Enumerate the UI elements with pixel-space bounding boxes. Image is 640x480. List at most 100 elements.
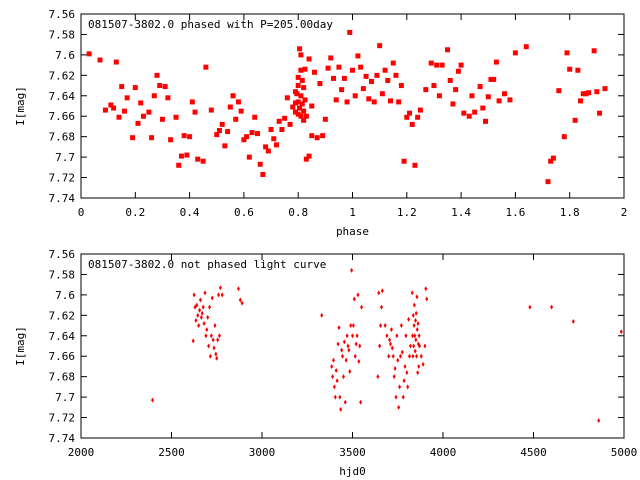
data-point — [455, 68, 461, 74]
data-point — [398, 83, 404, 89]
data-point — [195, 156, 201, 162]
data-point — [205, 327, 209, 333]
data-point — [393, 72, 399, 78]
data-point — [390, 60, 396, 66]
data-point — [211, 337, 215, 343]
x-tick-label: 0.6 — [234, 206, 254, 219]
data-point — [335, 378, 339, 384]
data-point — [116, 114, 122, 120]
data-point — [217, 292, 221, 298]
data-point — [102, 107, 108, 113]
data-point — [548, 158, 554, 164]
data-point — [119, 84, 125, 90]
data-point — [149, 135, 155, 141]
data-point — [240, 300, 244, 306]
data-point — [265, 148, 271, 154]
data-point — [355, 53, 361, 59]
data-point — [200, 158, 206, 164]
x-tick-label: 1.6 — [505, 206, 525, 219]
data-point — [358, 343, 362, 349]
data-point — [200, 310, 204, 316]
data-point — [348, 369, 352, 375]
data-point — [263, 144, 269, 150]
data-point — [352, 93, 358, 99]
data-point — [336, 341, 340, 347]
data-point — [374, 72, 380, 78]
data-point — [602, 86, 608, 92]
data-point — [360, 86, 366, 92]
data-point — [402, 378, 406, 384]
data-point — [202, 321, 206, 327]
data-point — [297, 46, 303, 52]
data-point — [385, 333, 389, 339]
data-point — [215, 355, 219, 361]
data-point — [325, 65, 331, 71]
data-point — [113, 59, 119, 65]
data-point — [377, 290, 381, 296]
data-point — [383, 323, 387, 329]
data-point — [403, 363, 407, 369]
data-point — [346, 343, 350, 349]
data-point — [273, 142, 279, 148]
data-point — [358, 64, 364, 70]
y-tick-label: 7.72 — [49, 172, 76, 185]
data-point — [295, 74, 301, 80]
y-tick-label: 7.68 — [49, 371, 76, 384]
plot-frame — [80, 253, 625, 439]
data-point — [302, 66, 308, 72]
x-tick-label: 1.8 — [560, 206, 580, 219]
data-point — [238, 108, 244, 114]
data-point — [297, 105, 303, 111]
data-point — [412, 302, 416, 308]
data-point — [195, 302, 199, 308]
data-point — [314, 135, 320, 141]
data-point — [450, 101, 456, 107]
data-point — [271, 136, 277, 142]
data-point — [306, 153, 312, 159]
y-tick-label: 7.58 — [49, 28, 76, 41]
data-point — [309, 103, 315, 109]
data-point — [380, 288, 384, 294]
data-point — [413, 348, 417, 354]
data-point — [461, 110, 467, 116]
data-point — [453, 87, 459, 93]
data-point — [413, 333, 417, 339]
data-point — [227, 104, 233, 110]
data-point — [417, 363, 421, 369]
data-point — [407, 316, 411, 322]
data-point — [111, 105, 117, 111]
data-point — [299, 77, 305, 83]
data-point — [345, 333, 349, 339]
data-point — [405, 370, 409, 376]
data-point — [322, 116, 328, 122]
data-point — [594, 89, 600, 95]
data-point — [287, 121, 293, 127]
y-tick-label: 7.66 — [49, 350, 76, 363]
data-point — [385, 77, 391, 83]
data-point — [411, 353, 415, 359]
y-tick-label: 7.62 — [49, 309, 76, 322]
x-axis-title: phase — [336, 225, 369, 238]
data-point — [378, 343, 382, 349]
data-point — [306, 56, 312, 62]
data-point — [586, 90, 592, 96]
data-point — [204, 333, 208, 339]
data-point — [191, 338, 195, 344]
data-point — [157, 83, 163, 89]
data-point — [320, 133, 326, 139]
data-point — [342, 339, 346, 345]
data-point — [398, 353, 402, 359]
data-point — [550, 155, 556, 161]
data-point — [295, 111, 301, 117]
data-point — [408, 343, 412, 349]
data-point — [507, 97, 513, 103]
phased-plot: 7.56 7.58 7.6 7.62 7.64 7.66 7.68 7.7 7.72 7.740 0… — [14, 8, 627, 238]
data-point — [150, 397, 154, 403]
data-point — [408, 353, 412, 359]
data-point — [176, 162, 182, 168]
data-point — [216, 337, 220, 343]
data-point — [218, 285, 222, 291]
data-point — [290, 104, 296, 110]
data-point — [379, 323, 383, 329]
x-tick-label: 3000 — [249, 446, 276, 459]
